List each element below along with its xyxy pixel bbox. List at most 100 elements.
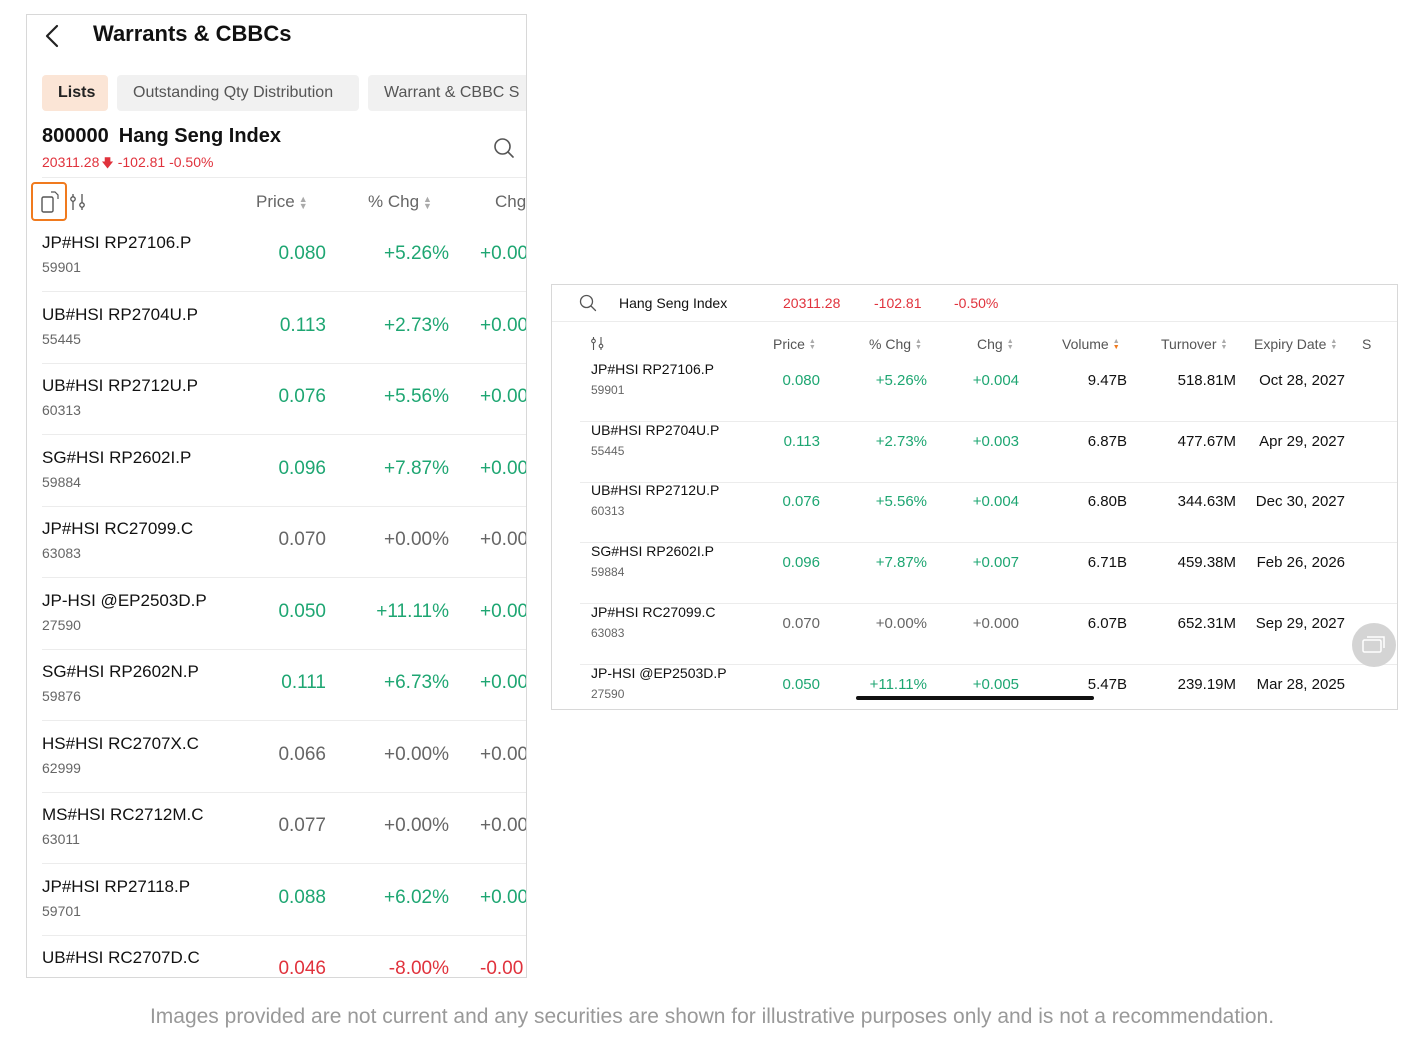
back-arrow-icon[interactable] — [43, 23, 63, 49]
cell-expiry: Feb 26, 2026 — [1256, 554, 1345, 572]
sort-icon: ▲ ▼ — [423, 193, 432, 211]
table-row[interactable]: SG#HSI RP2602I.P 59884 0.096 +7.87% +0.007 6.… — [580, 543, 1397, 605]
down-arrow-icon: 🡇 — [101, 156, 114, 170]
table-row[interactable]: JP-HSI @EP2503D.P 27590 0.050 +11.11% +0.005… — [580, 665, 1397, 710]
warrant-code: 27590 — [42, 616, 81, 633]
table-row[interactable]: JP#HSI RP27106.P 59901 0.080 +5.26% +0.004 9.… — [580, 361, 1397, 422]
warrant-code: 59701 — [42, 902, 81, 919]
warrant-chg: +0.00 — [480, 600, 527, 622]
cell-chg: +0.004 — [972, 493, 1019, 511]
table-row[interactable]: UB#HSI RP2704U.P 55445 0.113 +2.73% +0.00 — [42, 293, 526, 364]
sort-icon: ▲ ▼ — [298, 193, 308, 211]
table-row[interactable]: JP-HSI @EP2503D.P 27590 0.050 +11.11% +0.00 — [42, 579, 526, 650]
table-row[interactable]: HS#HSI RC2707X.C 62999 0.066 +0.00% +0.00 — [42, 722, 526, 793]
table-row[interactable]: JP#HSI RC27099.C 63083 0.070 +0.00% +0.000 6.… — [580, 604, 1397, 665]
warrant-chg: +0.00 — [480, 386, 527, 407]
warrant-pct-chg: +6.73% — [384, 672, 449, 693]
landscape-warrants-screen: Hang Seng Index 20311.28 -102.81 -0.50% … — [551, 284, 1398, 710]
table-row[interactable]: UB#HSI RC2707D.C 0.046 -8.00% -0.00 — [42, 936, 526, 977]
cell-expiry: Sep 29, 2027 — [1255, 614, 1345, 632]
tab-lists[interactable]: Lists — [42, 75, 108, 111]
table-row[interactable]: UB#HSI RP2712U.P 60313 0.076 +5.56% +0.004 6.… — [580, 482, 1397, 544]
cell-expiry: Dec 30, 2027 — [1255, 493, 1345, 511]
table-row[interactable]: SG#HSI RP2602N.P 59876 0.111 +6.73% +0.00 — [42, 650, 526, 721]
tab-outstanding-qty-distribution[interactable]: Outstanding Qty Distribution — [117, 75, 359, 111]
warrant-price: 0.113 — [279, 314, 326, 336]
warrant-pct-chg: +0.00% — [384, 815, 449, 836]
warrant-name: SG#HSI RP2602I.P — [591, 543, 714, 560]
index-name[interactable]: Hang Seng Index — [619, 295, 728, 311]
search-icon[interactable] — [579, 294, 597, 312]
column-header-expiry-date[interactable]: Expiry Date ▲ ▼ — [1254, 336, 1337, 352]
rotate-landscape-button[interactable] — [31, 182, 67, 221]
warrant-pct-chg: +0.00% — [384, 529, 449, 550]
column-header-pct-chg[interactable]: % Chg ▲ ▼ — [869, 336, 922, 352]
filter-settings-icon[interactable] — [69, 193, 87, 211]
cell-pct: +7.87% — [875, 554, 927, 572]
sort-desc-icon: ▲ ▼ — [1112, 338, 1120, 352]
warrant-price: 0.066 — [278, 743, 326, 765]
column-header-price[interactable]: Price ▲ ▼ — [773, 336, 816, 352]
table-row[interactable]: JP#HSI RP27118.P 59701 0.088 +6.02% +0.00 — [42, 865, 526, 936]
warrant-price: 0.111 — [281, 672, 326, 693]
column-label: Turnover — [1161, 336, 1217, 352]
index-quote: 20311.28 🡇 -102.81 -0.50% — [42, 154, 213, 175]
warrant-chg: +0.00 — [480, 243, 527, 264]
warrant-price: 0.088 — [278, 886, 326, 908]
divider — [42, 177, 526, 178]
warrant-name: SG#HSI RP2602N.P — [42, 662, 199, 681]
warrant-code: 63083 — [591, 625, 625, 640]
search-icon[interactable] — [493, 137, 515, 159]
warrant-name: JP#HSI RP27106.P — [42, 233, 192, 252]
warrant-pct-chg: +11.11% — [376, 600, 449, 622]
column-header-chg[interactable]: Chg — [495, 192, 526, 212]
warrant-price: 0.070 — [278, 529, 326, 550]
cell-expiry: Oct 28, 2027 — [1259, 372, 1345, 389]
page-title: Warrants & CBBCs — [93, 21, 292, 46]
column-header-turnover[interactable]: Turnover ▲ ▼ — [1161, 336, 1227, 352]
table-row[interactable]: MS#HSI RC2712M.C 63011 0.077 +0.00% +0.00 — [42, 793, 526, 864]
rotate-portrait-button[interactable] — [1352, 623, 1396, 667]
index-pct: -0.50% — [169, 154, 214, 170]
column-label: Chg — [495, 192, 527, 211]
table-row[interactable]: JP#HSI RP27106.P 59901 0.080 +5.26% +0.00 — [42, 221, 526, 292]
index-pct: -0.50% — [954, 295, 999, 311]
sort-icon: ▲ ▼ — [1006, 338, 1014, 352]
warrant-pct-chg: +6.02% — [384, 886, 449, 908]
filter-settings-icon[interactable] — [590, 336, 605, 351]
cell-turnover: 518.81M — [1177, 372, 1236, 389]
warrant-name: UB#HSI RP2704U.P — [591, 421, 720, 438]
warrant-code: 59884 — [42, 473, 81, 490]
header: Warrants & CBBCs — [27, 15, 526, 55]
tab-warrant-cbbc-s[interactable]: Warrant & CBBC S — [368, 75, 526, 111]
sort-icon: ▲ ▼ — [1220, 338, 1228, 352]
warrant-pct-chg: +5.26% — [384, 243, 449, 264]
warrant-name: SG#HSI RP2602I.P — [42, 447, 192, 467]
warrant-code: 55445 — [591, 443, 625, 458]
cell-price: 0.050 — [782, 675, 820, 693]
warrant-code: 27590 — [591, 686, 625, 701]
column-header-more[interactable]: S — [1362, 336, 1372, 352]
column-header-chg[interactable]: Chg ▲ ▼ — [977, 336, 1014, 352]
column-header-volume[interactable]: Volume ▲ ▼ — [1062, 336, 1120, 352]
warrant-chg: +0.00 — [480, 672, 527, 693]
warrant-code: 59876 — [42, 688, 81, 704]
table-row[interactable]: JP#HSI RC27099.C 63083 0.070 +0.00% +0.00 — [42, 507, 526, 578]
sort-icon: ▲ ▼ — [1330, 338, 1338, 352]
warrant-chg: +0.00 — [480, 314, 527, 336]
table-row[interactable]: UB#HSI RP2712U.P 60313 0.076 +5.56% +0.00 — [42, 364, 526, 435]
column-label: Chg — [977, 336, 1003, 352]
cell-pct: +11.11% — [869, 675, 927, 693]
column-label: Price — [773, 336, 805, 352]
table-row[interactable]: SG#HSI RP2602I.P 59884 0.096 +7.87% +0.00 — [42, 436, 526, 507]
cell-turnover: 459.38M — [1177, 554, 1236, 572]
column-header-price[interactable]: Price ▲ ▼ — [256, 192, 308, 212]
cell-chg: +0.003 — [972, 432, 1019, 450]
warrant-code: 60313 — [42, 402, 81, 418]
table-row[interactable]: UB#HSI RP2704U.P 55445 0.113 +2.73% +0.003 6.… — [580, 422, 1397, 483]
column-header-pct-chg[interactable]: % Chg ▲ ▼ — [368, 192, 432, 212]
index-header[interactable]: 800000 Hang Seng Index — [42, 125, 281, 148]
cell-volume: 6.87B — [1087, 432, 1127, 450]
warrant-code: 55445 — [42, 330, 81, 347]
column-label: % Chg — [368, 192, 420, 211]
